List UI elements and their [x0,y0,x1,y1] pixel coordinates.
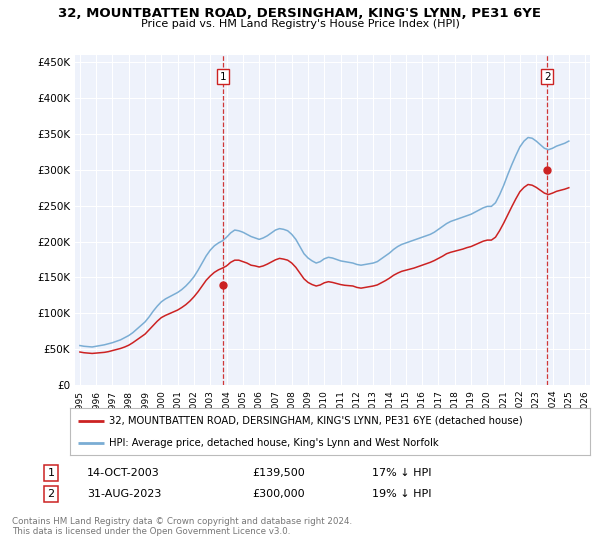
Text: £300,000: £300,000 [252,489,305,499]
Text: 31-AUG-2023: 31-AUG-2023 [87,489,161,499]
Text: £139,500: £139,500 [252,468,305,478]
Text: 32, MOUNTBATTEN ROAD, DERSINGHAM, KING'S LYNN, PE31 6YE: 32, MOUNTBATTEN ROAD, DERSINGHAM, KING'S… [59,7,542,20]
Text: 32, MOUNTBATTEN ROAD, DERSINGHAM, KING'S LYNN, PE31 6YE (detached house): 32, MOUNTBATTEN ROAD, DERSINGHAM, KING'S… [109,416,523,426]
Text: 14-OCT-2003: 14-OCT-2003 [87,468,160,478]
Text: 1: 1 [47,468,55,478]
Text: HPI: Average price, detached house, King's Lynn and West Norfolk: HPI: Average price, detached house, King… [109,438,439,448]
Text: 19% ↓ HPI: 19% ↓ HPI [372,489,431,499]
Text: Price paid vs. HM Land Registry's House Price Index (HPI): Price paid vs. HM Land Registry's House … [140,19,460,29]
Text: 1: 1 [220,72,226,82]
Text: 17% ↓ HPI: 17% ↓ HPI [372,468,431,478]
Text: Contains HM Land Registry data © Crown copyright and database right 2024.
This d: Contains HM Land Registry data © Crown c… [12,517,352,536]
Text: 2: 2 [47,489,55,499]
Text: 2: 2 [544,72,550,82]
